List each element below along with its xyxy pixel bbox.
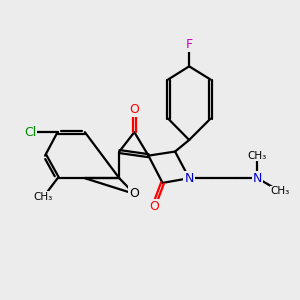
Text: O: O <box>129 188 139 200</box>
Text: O: O <box>129 188 139 200</box>
Text: F: F <box>186 38 193 51</box>
Text: N: N <box>253 172 262 185</box>
Text: O: O <box>129 103 139 116</box>
Text: N: N <box>184 172 194 185</box>
Text: N: N <box>253 172 262 185</box>
Text: Cl: Cl <box>24 126 36 139</box>
Text: CH₃: CH₃ <box>270 186 290 197</box>
Text: O: O <box>129 103 139 116</box>
Text: CH₃: CH₃ <box>34 192 53 202</box>
Text: O: O <box>149 200 159 213</box>
Text: O: O <box>149 200 159 213</box>
Text: Cl: Cl <box>24 126 36 139</box>
Text: CH₃: CH₃ <box>248 151 267 160</box>
Text: CH₃: CH₃ <box>248 151 267 160</box>
Text: CH₃: CH₃ <box>34 192 53 202</box>
Text: F: F <box>186 38 193 51</box>
Text: N: N <box>184 172 194 185</box>
Text: CH₃: CH₃ <box>270 186 290 197</box>
